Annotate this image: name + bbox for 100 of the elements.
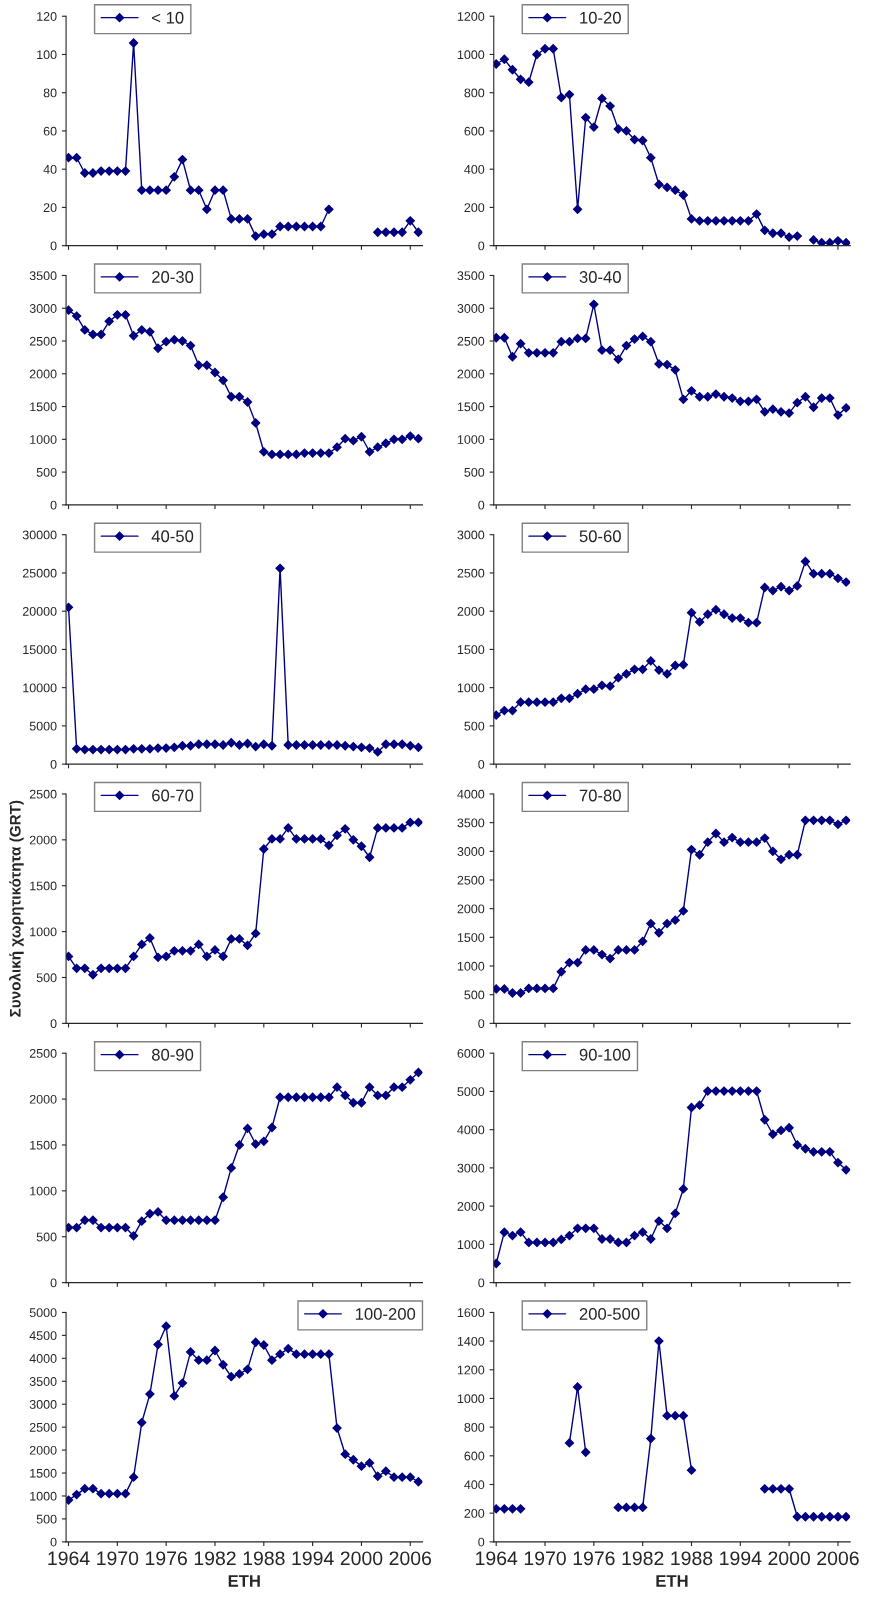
- point: [104, 316, 114, 326]
- point: [381, 1466, 391, 1476]
- point: [493, 710, 501, 720]
- y-tick-label: 1000: [30, 927, 57, 937]
- point: [654, 179, 664, 190]
- point: [389, 1472, 399, 1482]
- point: [695, 850, 705, 860]
- point: [210, 1345, 220, 1356]
- point: [251, 741, 261, 752]
- point: [808, 235, 819, 245]
- point: [629, 945, 640, 955]
- point: [316, 448, 326, 458]
- y-tick-label: 3500: [457, 818, 485, 828]
- point: [80, 1215, 90, 1225]
- legend-label: 20-30: [152, 271, 194, 283]
- point: [210, 1215, 220, 1225]
- point: [112, 744, 122, 755]
- point: [177, 1215, 188, 1225]
- point: [621, 669, 632, 679]
- point: [373, 442, 383, 452]
- point: [104, 744, 114, 755]
- point: [104, 1222, 114, 1233]
- point: [299, 740, 310, 750]
- point: [808, 815, 819, 825]
- point: [364, 743, 375, 753]
- x-axis-title: ETH: [228, 1575, 260, 1587]
- point: [751, 209, 762, 219]
- point: [678, 190, 688, 200]
- y-tick-label: 6000: [457, 1048, 485, 1058]
- point: [499, 1227, 509, 1237]
- point: [646, 1234, 656, 1244]
- point: [670, 1411, 680, 1421]
- point: [120, 166, 131, 176]
- point: [389, 227, 399, 237]
- y-tick-label: 0: [478, 1278, 485, 1288]
- point: [373, 1090, 383, 1101]
- point: [572, 333, 583, 344]
- point: [308, 221, 318, 232]
- point: [735, 1086, 745, 1096]
- point: [581, 684, 591, 694]
- point: [841, 577, 851, 587]
- point: [621, 340, 632, 351]
- point: [540, 697, 550, 707]
- point: [572, 957, 583, 968]
- y-tick-label: 1000: [30, 1186, 57, 1196]
- point: [589, 1223, 599, 1233]
- point: [686, 608, 697, 618]
- point: [703, 216, 713, 226]
- point: [128, 951, 139, 962]
- point: [605, 345, 615, 355]
- point: [564, 337, 575, 347]
- y-tick-label: 3000: [457, 304, 485, 313]
- point: [493, 333, 501, 343]
- point: [177, 1378, 188, 1388]
- point: [283, 740, 293, 750]
- y-tick-label: 0: [478, 241, 485, 251]
- point: [413, 434, 423, 444]
- point: [96, 744, 106, 755]
- point: [356, 1461, 367, 1471]
- point: [226, 392, 236, 402]
- point: [389, 1082, 399, 1092]
- point: [405, 1472, 415, 1482]
- point: [800, 1144, 811, 1154]
- y-tick-label: 3000: [29, 304, 57, 313]
- point: [405, 741, 415, 751]
- point: [72, 1222, 82, 1233]
- point: [800, 1512, 811, 1522]
- point: [629, 334, 640, 344]
- point: [833, 1512, 843, 1522]
- point: [185, 1347, 196, 1357]
- point: [499, 984, 509, 994]
- point: [364, 1082, 375, 1092]
- point: [532, 1237, 542, 1248]
- point: [283, 449, 293, 460]
- point: [792, 850, 802, 860]
- point: [515, 1227, 526, 1237]
- point: [833, 819, 843, 829]
- y-tick-label: 5000: [29, 1308, 57, 1318]
- legend-label: 70-80: [579, 789, 621, 802]
- x-tick-label: 1988: [671, 1551, 713, 1566]
- point: [291, 740, 301, 750]
- point: [161, 1321, 171, 1331]
- point: [210, 185, 220, 195]
- point: [768, 228, 778, 238]
- point: [169, 1215, 179, 1225]
- y-tick-label: 1200: [457, 1365, 485, 1375]
- point: [267, 1122, 277, 1133]
- y-tick-label: 2500: [457, 568, 485, 578]
- point: [308, 740, 318, 750]
- point: [373, 823, 383, 833]
- point: [613, 1502, 623, 1513]
- point: [185, 340, 196, 351]
- point: [646, 337, 656, 347]
- point: [784, 408, 794, 418]
- legend-label: 50-60: [579, 530, 621, 543]
- point: [226, 738, 236, 748]
- point: [88, 744, 98, 755]
- point: [564, 89, 575, 100]
- point: [524, 983, 534, 994]
- point: [605, 101, 615, 111]
